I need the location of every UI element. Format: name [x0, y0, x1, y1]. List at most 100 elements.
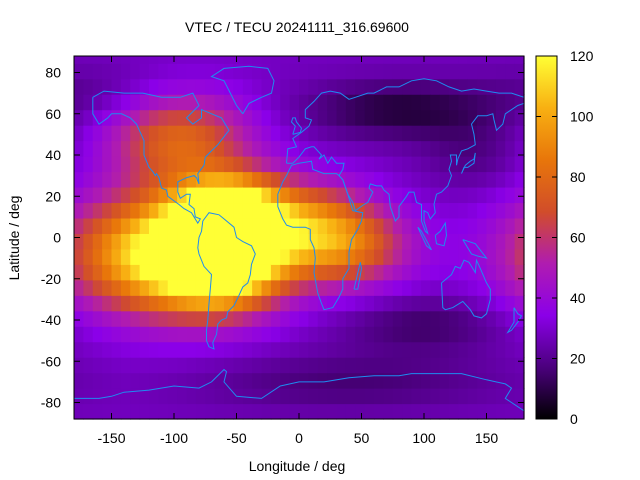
heatmap-cell: [392, 63, 403, 80]
heatmap-cell: [364, 233, 375, 250]
heatmap-cell: [308, 156, 319, 173]
heatmap-cell: [120, 56, 131, 64]
heatmap-cell: [214, 171, 225, 188]
heatmap-cell: [308, 403, 319, 420]
heatmap-cell: [242, 202, 253, 219]
heatmap-cell: [233, 217, 244, 234]
heatmap-cell: [270, 388, 281, 405]
heatmap-cell: [355, 56, 366, 64]
heatmap-cell: [280, 171, 291, 188]
heatmap-cell: [252, 140, 263, 157]
heatmap-cell: [83, 279, 94, 296]
heatmap-cell: [364, 403, 375, 420]
heatmap-cell: [270, 140, 281, 157]
heatmap-cell: [345, 341, 356, 358]
heatmap-cell: [195, 78, 206, 95]
heatmap-cell: [336, 326, 347, 343]
heatmap-cell: [280, 233, 291, 250]
heatmap-cell: [111, 326, 122, 343]
heatmap-cell: [195, 56, 206, 64]
heatmap-cell: [345, 78, 356, 95]
heatmap-cell: [120, 310, 131, 327]
heatmap-cell: [477, 186, 488, 204]
heatmap-cell: [420, 156, 431, 173]
heatmap-cell: [486, 202, 497, 219]
heatmap-cell: [261, 372, 272, 389]
heatmap-cell: [383, 109, 394, 126]
heatmap-cell: [289, 341, 300, 358]
heatmap-cell: [149, 171, 159, 188]
heatmap-cell: [167, 94, 178, 111]
heatmap-cell: [374, 264, 384, 281]
heatmap-cell: [167, 186, 178, 204]
heatmap-cell: [261, 63, 272, 80]
heatmap-cell: [130, 388, 141, 405]
coastline-antarctica: [74, 368, 524, 412]
heatmap-cell: [186, 217, 197, 234]
heatmap-cell: [383, 140, 394, 157]
heatmap-cell: [214, 156, 225, 173]
y-tick-label: 80: [45, 65, 61, 81]
x-tick-label: 50: [354, 430, 370, 446]
heatmap-cell: [374, 63, 384, 80]
heatmap-cell: [430, 63, 441, 80]
heatmap-cell: [167, 295, 178, 312]
heatmap-cell: [74, 125, 84, 142]
heatmap-cell: [383, 295, 394, 312]
heatmap-cell: [280, 279, 291, 296]
heatmap-cell: [102, 94, 113, 111]
heatmap-cell: [83, 310, 94, 327]
heatmap-cell: [430, 140, 441, 157]
heatmap-cell: [308, 125, 319, 142]
heatmap-cell: [120, 295, 131, 312]
heatmap-cell: [327, 63, 338, 80]
heatmap-cell: [167, 310, 178, 327]
heatmap-cell: [195, 326, 206, 343]
heatmap-cell: [205, 94, 216, 111]
heatmap-cell: [111, 233, 122, 250]
heatmap-cell: [280, 186, 291, 204]
heatmap-cell: [402, 372, 413, 389]
heatmap-cell: [242, 295, 253, 312]
plot-axes: -150 -100 -50 0 50 100 150 -80 -60 -40 -20 0 20 40 60 8…: [41, 55, 525, 446]
heatmap-cell: [345, 63, 356, 80]
heatmap-cell: [224, 63, 234, 80]
heatmap-cell: [486, 109, 497, 126]
heatmap-cell: [242, 279, 253, 296]
heatmap-cell: [364, 217, 375, 234]
heatmap-cell: [158, 279, 169, 296]
heatmap-cell: [149, 78, 159, 95]
heatmap-cell: [336, 403, 347, 420]
heatmap-cell: [439, 372, 450, 389]
heatmap-cell: [467, 326, 478, 343]
heatmap-cell: [92, 372, 103, 389]
heatmap-cell: [242, 372, 253, 389]
heatmap-cell: [402, 248, 413, 265]
heatmap-cell: [308, 264, 319, 281]
heatmap-cell: [214, 403, 225, 420]
heatmap-cell: [233, 326, 244, 343]
heatmap-cell: [327, 217, 338, 234]
heatmap-cell: [505, 326, 516, 343]
heatmap-cell: [83, 341, 94, 358]
heatmap-cell: [167, 217, 178, 234]
heatmap-cell: [92, 56, 103, 64]
heatmap-cell: [392, 264, 403, 281]
heatmap-cell: [120, 388, 131, 405]
heatmap-cell: [130, 109, 141, 126]
heatmap-cell: [495, 326, 506, 343]
heatmap-cell: [205, 248, 216, 265]
heatmap-cell: [120, 140, 131, 157]
heatmap-cell: [102, 388, 113, 405]
heatmap-cell: [261, 156, 272, 173]
heatmap-cell: [514, 357, 525, 374]
heatmap-cell: [439, 202, 450, 219]
x-tick-label: -50: [226, 430, 246, 446]
heatmap-cell: [149, 186, 159, 204]
heatmap-cell: [280, 63, 291, 80]
heatmap-cell: [383, 94, 394, 111]
heatmap-cell: [186, 125, 197, 142]
heatmap-cell: [205, 186, 216, 204]
heatmap-cell: [224, 171, 234, 188]
heatmap-cell: [420, 310, 431, 327]
